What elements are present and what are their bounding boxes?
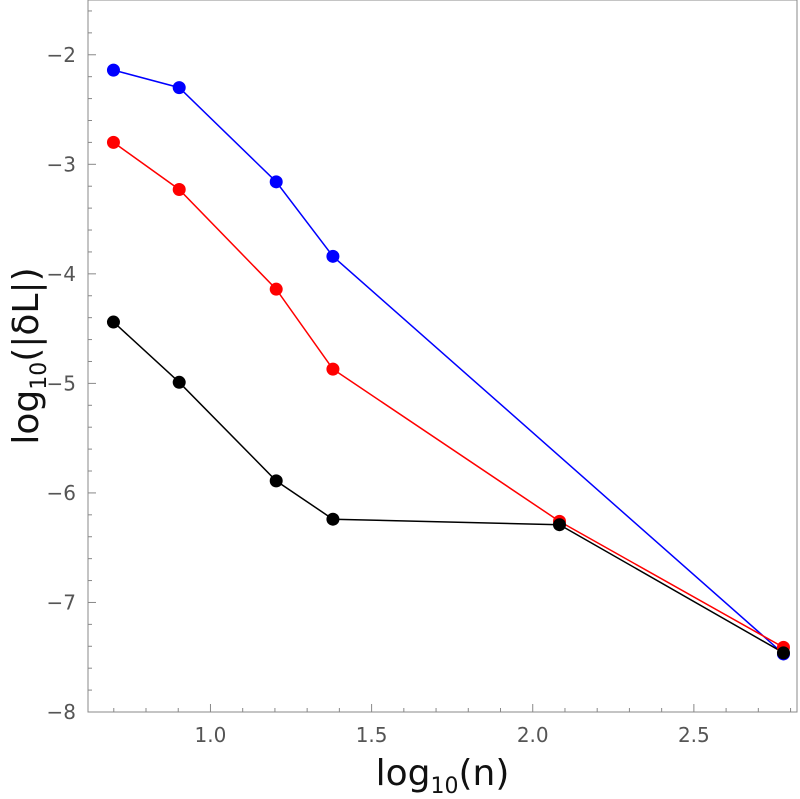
x-title-subscript: 10 [430, 774, 458, 799]
y-title-argument: (|δL|) [6, 267, 47, 361]
data-point-red [106, 135, 120, 149]
y-tick-label: −3 [47, 152, 76, 176]
data-point-black [326, 512, 340, 526]
data-point-red [269, 282, 283, 296]
series-line-red [113, 141, 784, 649]
data-point-black [172, 375, 186, 389]
y-tick-label: −5 [47, 371, 76, 395]
data-point-black [269, 474, 283, 488]
y-tick-label: −6 [47, 481, 76, 505]
data-point-red [172, 183, 186, 197]
x-axis-title: log10(n) [376, 753, 510, 799]
x-title-argument: (n) [458, 753, 509, 794]
y-tick-label: −7 [47, 590, 76, 614]
data-point-black [106, 315, 120, 329]
data-point-black [552, 518, 566, 532]
y-title-subscript: 10 [27, 362, 52, 390]
y-tick-label: −4 [47, 262, 76, 286]
data-point-blue [172, 81, 186, 95]
y-title-base: log [6, 390, 47, 445]
series-line-blue [113, 69, 784, 655]
ticks-layer: 1.0 1.5 2.0 2.5 −2 −3 −4 −5 −6 −7 −8 [47, 10, 792, 747]
x-tick-label: 2.5 [678, 723, 710, 747]
y-tick-label: −2 [47, 43, 76, 67]
data-point-red [326, 362, 340, 376]
y-tick-label: −8 [47, 700, 76, 724]
data-point-blue [326, 249, 340, 263]
data-point-black [776, 646, 790, 660]
series-layer [106, 63, 790, 661]
data-point-blue [269, 175, 283, 189]
data-point-blue [106, 63, 120, 77]
x-tick-label: 1.0 [195, 723, 227, 747]
x-tick-label: 1.5 [356, 723, 388, 747]
y-axis-title: log10(|δL|) [6, 267, 52, 444]
series-line-black [112, 321, 784, 654]
x-title-base: log [376, 753, 431, 794]
x-tick-label: 2.0 [517, 723, 549, 747]
plot-frame [87, 0, 798, 713]
